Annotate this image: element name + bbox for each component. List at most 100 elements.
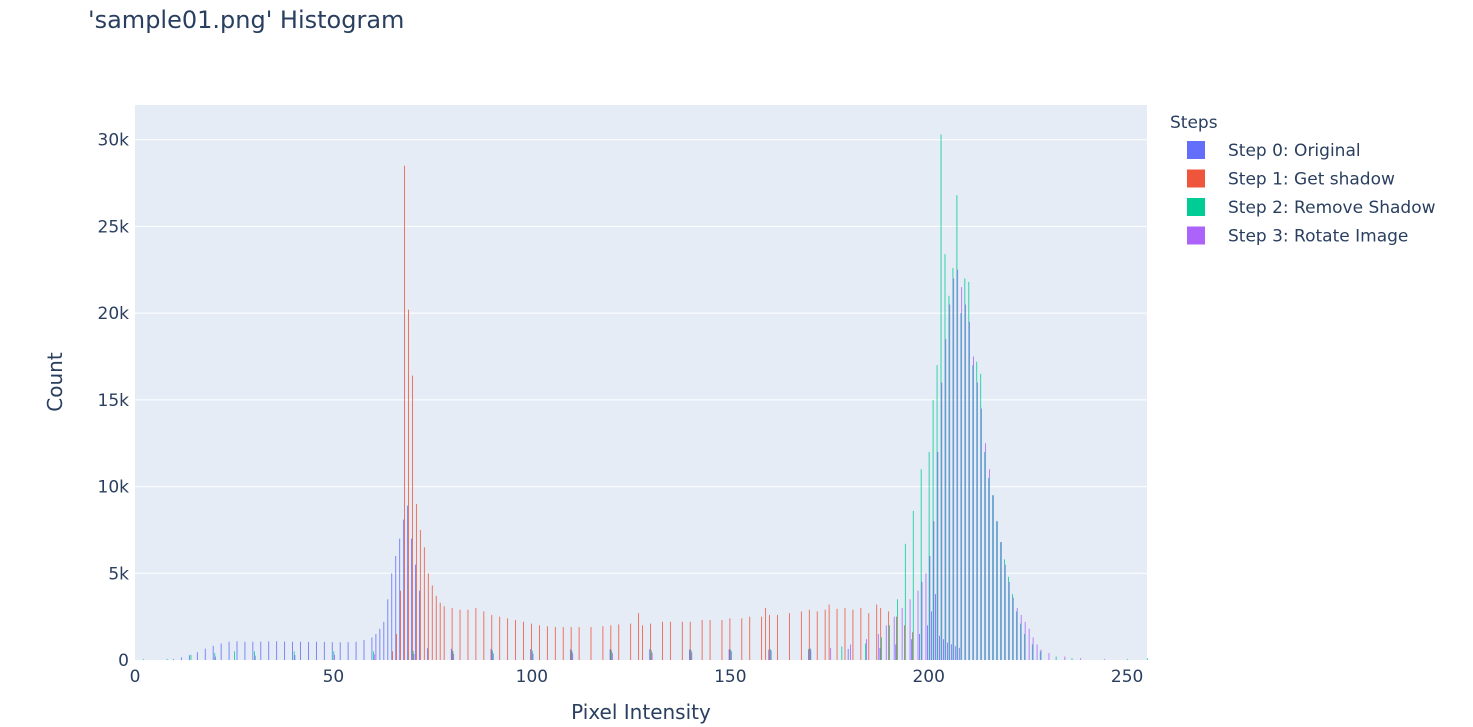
legend-item-label: Step 1: Get shadow bbox=[1228, 170, 1395, 190]
bar bbox=[188, 655, 190, 660]
bar bbox=[1020, 614, 1022, 660]
bar bbox=[571, 650, 573, 660]
bar bbox=[948, 295, 950, 660]
x-axis-ticks: 0 50 100 150 200 250 bbox=[130, 667, 1144, 687]
x-tick-label: 50 bbox=[323, 667, 345, 687]
chart-title: 'sample01.png' Histogram bbox=[88, 6, 404, 34]
y-tick-label: 5k bbox=[108, 564, 129, 584]
bar bbox=[860, 607, 862, 660]
bar bbox=[912, 632, 913, 660]
bar bbox=[212, 645, 214, 660]
bars bbox=[142, 134, 1148, 661]
legend: Steps Step 0: Original Step 1: Get shadow… bbox=[1170, 113, 1436, 247]
bar bbox=[917, 590, 919, 661]
bar bbox=[300, 641, 301, 660]
bar bbox=[181, 657, 182, 660]
bar bbox=[933, 521, 935, 660]
bar bbox=[816, 611, 818, 660]
bar bbox=[373, 654, 375, 660]
bar bbox=[375, 633, 377, 660]
bar bbox=[1147, 658, 1148, 660]
bar bbox=[985, 443, 986, 660]
bar bbox=[749, 616, 751, 660]
bar bbox=[940, 134, 942, 661]
bar bbox=[662, 621, 663, 660]
bar bbox=[1008, 581, 1010, 660]
bar bbox=[920, 469, 922, 660]
bar bbox=[937, 451, 939, 661]
bar bbox=[371, 637, 373, 660]
bar bbox=[690, 649, 692, 660]
bar bbox=[1039, 651, 1041, 660]
bar bbox=[396, 633, 397, 660]
bar bbox=[276, 641, 278, 660]
bar bbox=[431, 585, 433, 660]
bar bbox=[1071, 658, 1073, 660]
bar bbox=[909, 599, 911, 660]
bar bbox=[578, 627, 580, 660]
bar bbox=[355, 641, 357, 660]
bar bbox=[308, 641, 309, 660]
bar bbox=[331, 642, 333, 660]
bar bbox=[1004, 559, 1005, 660]
legend-item-label: Step 2: Remove Shadow bbox=[1228, 198, 1436, 218]
bar bbox=[877, 633, 879, 660]
x-axis-title: Pixel Intensity bbox=[571, 700, 711, 724]
bar bbox=[214, 653, 216, 660]
y-tick-label: 10k bbox=[98, 478, 130, 498]
bar bbox=[530, 649, 532, 660]
bar bbox=[935, 594, 936, 660]
x-tick-label: 100 bbox=[516, 667, 548, 687]
bar bbox=[1127, 659, 1128, 660]
bar bbox=[928, 451, 930, 661]
bar bbox=[546, 626, 548, 660]
bar bbox=[809, 648, 811, 660]
bar bbox=[539, 625, 540, 660]
bar bbox=[810, 649, 812, 660]
bar bbox=[954, 646, 956, 661]
bar bbox=[969, 321, 970, 660]
bar bbox=[570, 627, 572, 660]
bar bbox=[721, 620, 723, 660]
bar bbox=[404, 165, 405, 660]
bar bbox=[689, 621, 691, 660]
bar bbox=[768, 649, 770, 660]
bar bbox=[228, 641, 230, 660]
bar bbox=[996, 521, 997, 660]
bar bbox=[363, 640, 365, 660]
bar bbox=[1023, 633, 1025, 660]
bar bbox=[669, 621, 671, 660]
bar bbox=[1028, 628, 1030, 660]
bar bbox=[800, 611, 802, 660]
bar bbox=[339, 642, 341, 660]
bar bbox=[944, 254, 946, 660]
bar bbox=[973, 356, 974, 660]
y-tick-label: 15k bbox=[98, 391, 130, 411]
bar bbox=[850, 644, 851, 660]
bar bbox=[841, 646, 843, 660]
bar bbox=[407, 505, 409, 660]
bar bbox=[931, 611, 932, 660]
bar bbox=[1000, 542, 1001, 660]
bar bbox=[532, 653, 534, 660]
bar bbox=[651, 652, 653, 660]
bar bbox=[412, 375, 413, 660]
bar bbox=[691, 652, 693, 660]
bar bbox=[729, 618, 731, 661]
bar bbox=[893, 616, 895, 660]
bar bbox=[921, 581, 923, 660]
bar bbox=[1016, 611, 1017, 660]
bar bbox=[929, 555, 931, 660]
bar bbox=[391, 573, 393, 660]
bar bbox=[1024, 621, 1026, 660]
plot-area bbox=[135, 105, 1147, 660]
bar bbox=[630, 623, 632, 660]
bar bbox=[610, 625, 612, 660]
bar bbox=[836, 608, 838, 660]
bar bbox=[392, 651, 393, 660]
bar bbox=[701, 620, 703, 660]
bar bbox=[904, 543, 906, 660]
bar bbox=[284, 641, 286, 660]
bar bbox=[1012, 594, 1013, 660]
